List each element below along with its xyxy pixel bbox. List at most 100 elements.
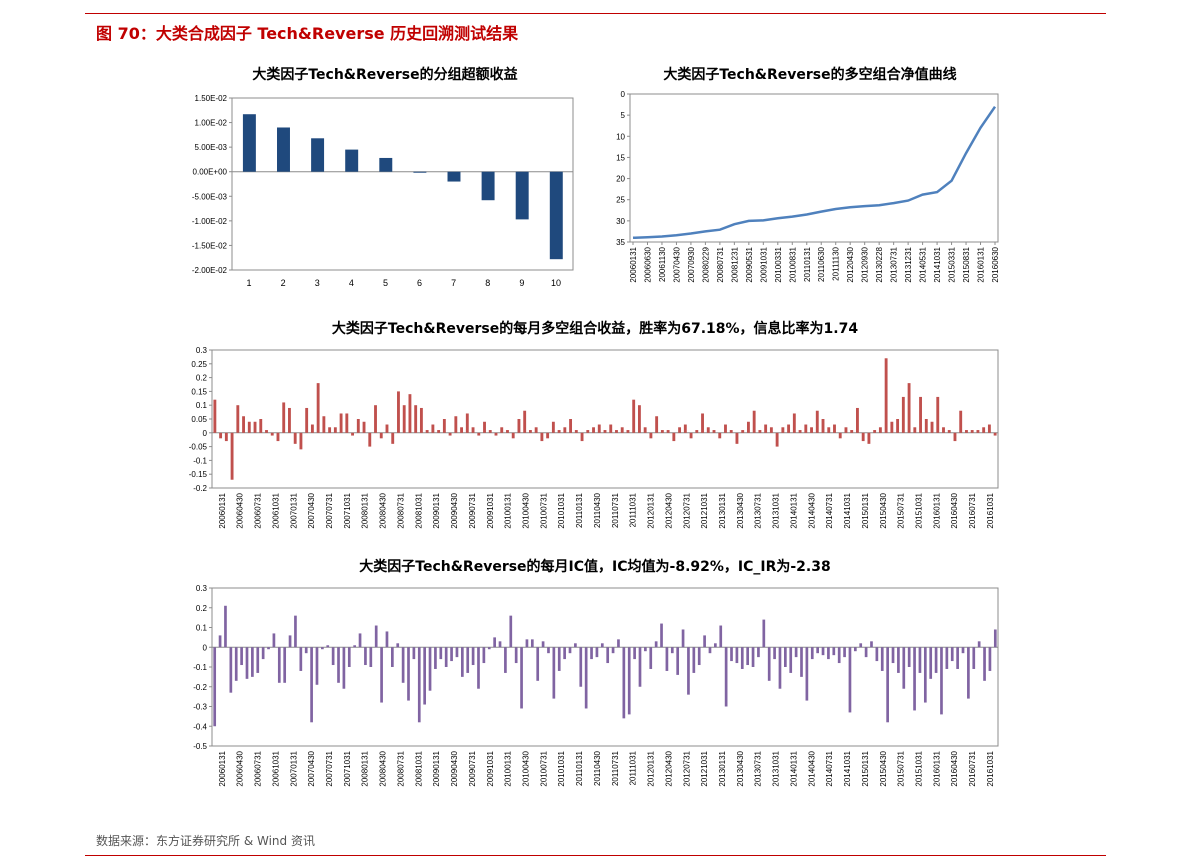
chart4-xtick-label: 20110430 [593, 750, 602, 786]
chart2-ytick-label: 35 [616, 238, 625, 247]
chart3-bar [993, 432, 997, 436]
chart3-bar [781, 427, 785, 433]
chart4-bar [331, 647, 335, 666]
chart2-ytick-label: 0 [621, 90, 626, 99]
chart4-xtick-label: 20160731 [968, 750, 977, 786]
chart4-title: 大类因子Tech&Reverse的每月IC值，IC均值为-8.92%，IC_IR… [359, 559, 831, 575]
chart4-bar [283, 647, 287, 683]
chart4-bar [294, 615, 297, 648]
chart4-bar [784, 647, 787, 667]
chart3-ytick-label: 0.1 [196, 401, 208, 410]
chart4-bar [509, 615, 513, 648]
chart3-xtick-label: 20111031 [629, 492, 638, 527]
chart3-bar [890, 421, 894, 433]
chart3-bar [253, 421, 257, 433]
chart3-bar [878, 427, 882, 433]
chart3-xtick-label: 20130430 [736, 492, 745, 528]
chart2-ytick-label: 20 [616, 175, 625, 184]
chart4-bar [687, 647, 690, 695]
chart4-bar [837, 647, 841, 664]
chart4-bar [800, 647, 803, 677]
chart4-bar [988, 647, 992, 671]
chart3-bar [706, 427, 710, 433]
chart4-bar [213, 647, 217, 727]
chart3-bar [500, 427, 504, 433]
chart3-bar [637, 405, 641, 433]
chart3-bar [660, 430, 664, 433]
chart3-bar [586, 430, 590, 433]
chart1-bar [311, 138, 325, 172]
chart3-bar [850, 430, 854, 433]
chart3-bar [322, 416, 326, 433]
chart3-bar [792, 413, 796, 433]
chart1-bar [515, 171, 529, 220]
chart4-bar [740, 647, 744, 669]
chart3-bar [419, 407, 423, 433]
chart4-xtick-label: 20110131 [575, 750, 584, 786]
chart1-bar [242, 114, 256, 172]
chart1-bar [379, 157, 393, 172]
chart4-bar [321, 647, 324, 650]
chart3-bar [603, 430, 607, 433]
chart2-xtick-label: 20140531 [919, 246, 928, 282]
chart4-bar [536, 647, 540, 681]
chart3-bar [775, 432, 779, 447]
chart3-bar [919, 396, 922, 433]
chart4-xtick-label: 20080731 [396, 750, 405, 786]
chart4-bar [450, 647, 453, 662]
chart4-bar [347, 647, 351, 667]
chart4-bar [568, 647, 572, 654]
chart3-bar [339, 413, 343, 433]
chart3-bar [987, 424, 991, 433]
chart2-xtick-label: 20120930 [861, 246, 870, 282]
chart4-bar [945, 647, 949, 669]
chart4-bar [385, 631, 389, 648]
chart3-bar [867, 432, 871, 444]
chart3-bar [632, 399, 636, 433]
chart3-bar [804, 424, 808, 433]
chart4-bar [401, 647, 405, 683]
chart3-bar [288, 407, 291, 433]
chart1-ytick-label: 1.00E-02 [195, 119, 228, 128]
chart3-bar [551, 421, 555, 433]
chart1-group-excess-return: 1.50E-02 1.00E-02 5.00E-03 0.00E+00 -5.00E-0… [192, 94, 574, 288]
chart3-xtick-label: 20110731 [611, 492, 620, 528]
chart1-xtick-label: 3 [315, 278, 320, 288]
chart3-bar [368, 432, 372, 447]
chart4-bar [391, 647, 394, 667]
chart3-bar [282, 402, 286, 433]
chart3-ytick-label: 0.2 [196, 374, 208, 383]
chart4-xtick-label: 20160430 [950, 750, 959, 786]
chart3-bar [626, 430, 630, 433]
chart4-bar [940, 647, 943, 715]
chart3-bar [305, 407, 309, 433]
chart4-bar [256, 647, 260, 673]
chart4-xtick-label: 20141031 [843, 750, 852, 786]
chart4-bar [681, 629, 685, 648]
chart2-xtick-label: 20091031 [759, 246, 768, 282]
chart4-xtick-label: 20110731 [611, 750, 620, 786]
chart4-bar [611, 647, 615, 654]
chart3-bar [563, 427, 567, 433]
chart4-bar [676, 647, 680, 675]
chart4-bar [304, 647, 308, 654]
chart1-bar [345, 149, 359, 172]
chart4-bar [864, 647, 868, 658]
chart2-xtick-label: 20090531 [745, 246, 754, 282]
chart3-ytick-label: 0 [203, 429, 208, 438]
chart4-bar [660, 623, 663, 648]
chart3-bar [483, 421, 486, 433]
chart4-bar [746, 647, 750, 666]
chart3-bar [643, 427, 647, 433]
chart1-xtick-label: 1 [247, 278, 252, 288]
figure-title: 图 70：大类合成因子 Tech&Reverse 历史回溯测试结果 [96, 24, 519, 43]
chart4-xtick-label: 20150131 [861, 750, 870, 786]
chart3-bar [437, 430, 441, 433]
chart4-bar [229, 647, 233, 693]
chart3-bar [414, 405, 418, 433]
chart3-bar [397, 391, 400, 433]
chart4-bar [326, 645, 330, 648]
chart3-bar [712, 430, 716, 433]
chart3-bar [833, 424, 836, 433]
chart3-bar [517, 419, 521, 433]
